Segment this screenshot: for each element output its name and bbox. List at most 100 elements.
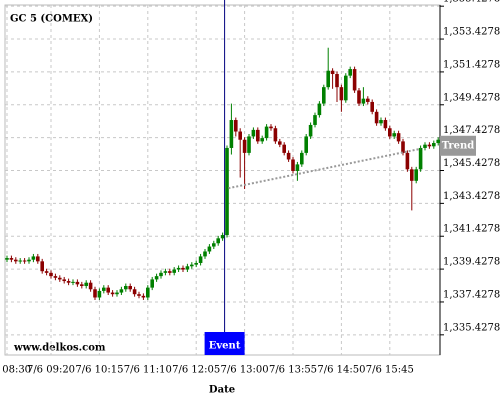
candle-body: [291, 159, 295, 171]
candle-body: [168, 271, 172, 273]
candle-body: [27, 259, 31, 262]
candle-body: [392, 133, 396, 137]
candle-body: [88, 282, 93, 290]
candle-body: [238, 131, 242, 140]
y-tick-label: 1,349.4278: [443, 92, 500, 103]
candle-body: [278, 141, 282, 145]
candle-body: [176, 267, 181, 270]
candle-body: [330, 70, 335, 75]
x-axis-title: Date: [209, 385, 235, 396]
candle-body: [128, 285, 132, 290]
candle-body: [154, 276, 159, 280]
candle-body: [436, 139, 440, 144]
candle-body: [260, 138, 264, 142]
candle-body: [172, 269, 176, 273]
candle-body: [414, 169, 418, 181]
candle-body: [295, 164, 300, 171]
candle-body: [141, 295, 146, 298]
candle-body: [22, 260, 27, 262]
candle-body: [163, 271, 168, 273]
candle-body: [36, 256, 40, 262]
candle-body: [5, 258, 9, 260]
candle-body: [379, 120, 383, 124]
candle-body: [31, 256, 36, 260]
candle-body: [198, 256, 203, 263]
candle-body: [282, 144, 286, 153]
candle-body: [119, 289, 124, 293]
y-tick-label: 1,347.4278: [443, 125, 500, 136]
x-tick-label: 7/6 13:55: [269, 365, 317, 376]
candle-body: [150, 279, 154, 288]
candle-body: [335, 74, 339, 88]
candle-body: [410, 169, 414, 181]
source: www.delkos.com: [13, 343, 106, 354]
candle-body: [132, 289, 137, 295]
event-label: Event: [209, 341, 241, 352]
candle-body: [366, 98, 370, 102]
y-tick-label: 1,345.4278: [443, 158, 500, 169]
candle-body: [322, 87, 326, 104]
candle-body: [370, 101, 374, 112]
candle-body: [185, 266, 190, 270]
x-tick-label: 7/6 11:10: [124, 365, 172, 376]
candle-body: [344, 75, 348, 101]
y-tick-label: 1,353.4278: [443, 27, 500, 38]
candle-body: [304, 136, 308, 153]
y-tick-label: 1,351.4278: [443, 59, 500, 70]
candle-body: [110, 292, 115, 295]
candle-body: [308, 124, 313, 137]
candle-body: [216, 238, 220, 244]
candle-body: [80, 284, 84, 286]
candle-body: [9, 258, 14, 260]
y-tick-label: 1,337.4278: [443, 289, 500, 300]
candle-body: [75, 281, 80, 285]
candle-body: [348, 69, 352, 76]
candle-body: [115, 292, 119, 295]
candle-body: [273, 128, 278, 142]
event-label-box: [204, 332, 245, 355]
candle-body: [53, 276, 58, 278]
chart-title: GC 5 (COMEX): [10, 14, 93, 25]
plot-area: [4, 4, 441, 356]
candle-body: [93, 289, 97, 298]
candle-body: [423, 144, 427, 148]
candle-body: [401, 141, 405, 153]
candle-body: [207, 246, 212, 252]
x-tick-label: 7/6 14:50: [317, 365, 365, 376]
candle-body: [264, 126, 269, 139]
candle-body: [146, 287, 150, 298]
x-tick-label: 7/6 10:15: [75, 365, 123, 376]
candle-body: [286, 152, 291, 160]
candle-body: [388, 128, 392, 137]
y-tick-label: 1,335.4278: [443, 322, 500, 333]
candle-body: [313, 115, 317, 125]
candle-body: [49, 272, 53, 277]
candle-body: [66, 281, 71, 283]
candle-body: [418, 147, 423, 170]
candle-body: [220, 235, 225, 239]
x-tick-label: 7/6 09:20: [27, 365, 75, 376]
candle-body: [124, 285, 128, 290]
candle-body: [317, 103, 322, 116]
candle-body: [14, 259, 18, 262]
y-tick-label: 1,343.4278: [443, 191, 500, 202]
candle-body: [374, 111, 379, 124]
candle-body: [62, 279, 66, 282]
candle-body: [181, 267, 185, 270]
candle-body: [44, 271, 49, 273]
y-tick-label: 1,341.4278: [443, 224, 500, 235]
candle-body: [300, 152, 304, 165]
candle-body: [229, 120, 234, 148]
trend-label-box: [440, 135, 476, 156]
candle-body: [383, 120, 388, 129]
candle-body: [352, 69, 357, 91]
x-tick-label: 7/6 15:45: [366, 365, 414, 376]
candle-body: [357, 90, 361, 104]
candle-body: [71, 281, 75, 283]
candle-body: [326, 70, 330, 88]
candle-body: [361, 98, 366, 104]
candle-body: [405, 152, 410, 170]
candle-body: [225, 147, 229, 236]
